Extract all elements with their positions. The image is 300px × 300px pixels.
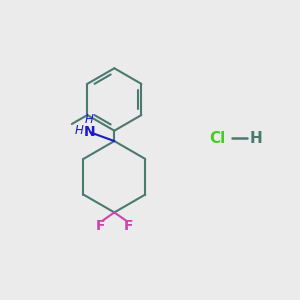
- Text: F: F: [95, 219, 105, 233]
- Text: Cl: Cl: [209, 130, 226, 146]
- Text: N: N: [83, 125, 95, 140]
- Text: H: H: [75, 124, 84, 137]
- Text: H: H: [85, 113, 94, 126]
- Text: H: H: [250, 130, 262, 146]
- Text: F: F: [124, 219, 133, 233]
